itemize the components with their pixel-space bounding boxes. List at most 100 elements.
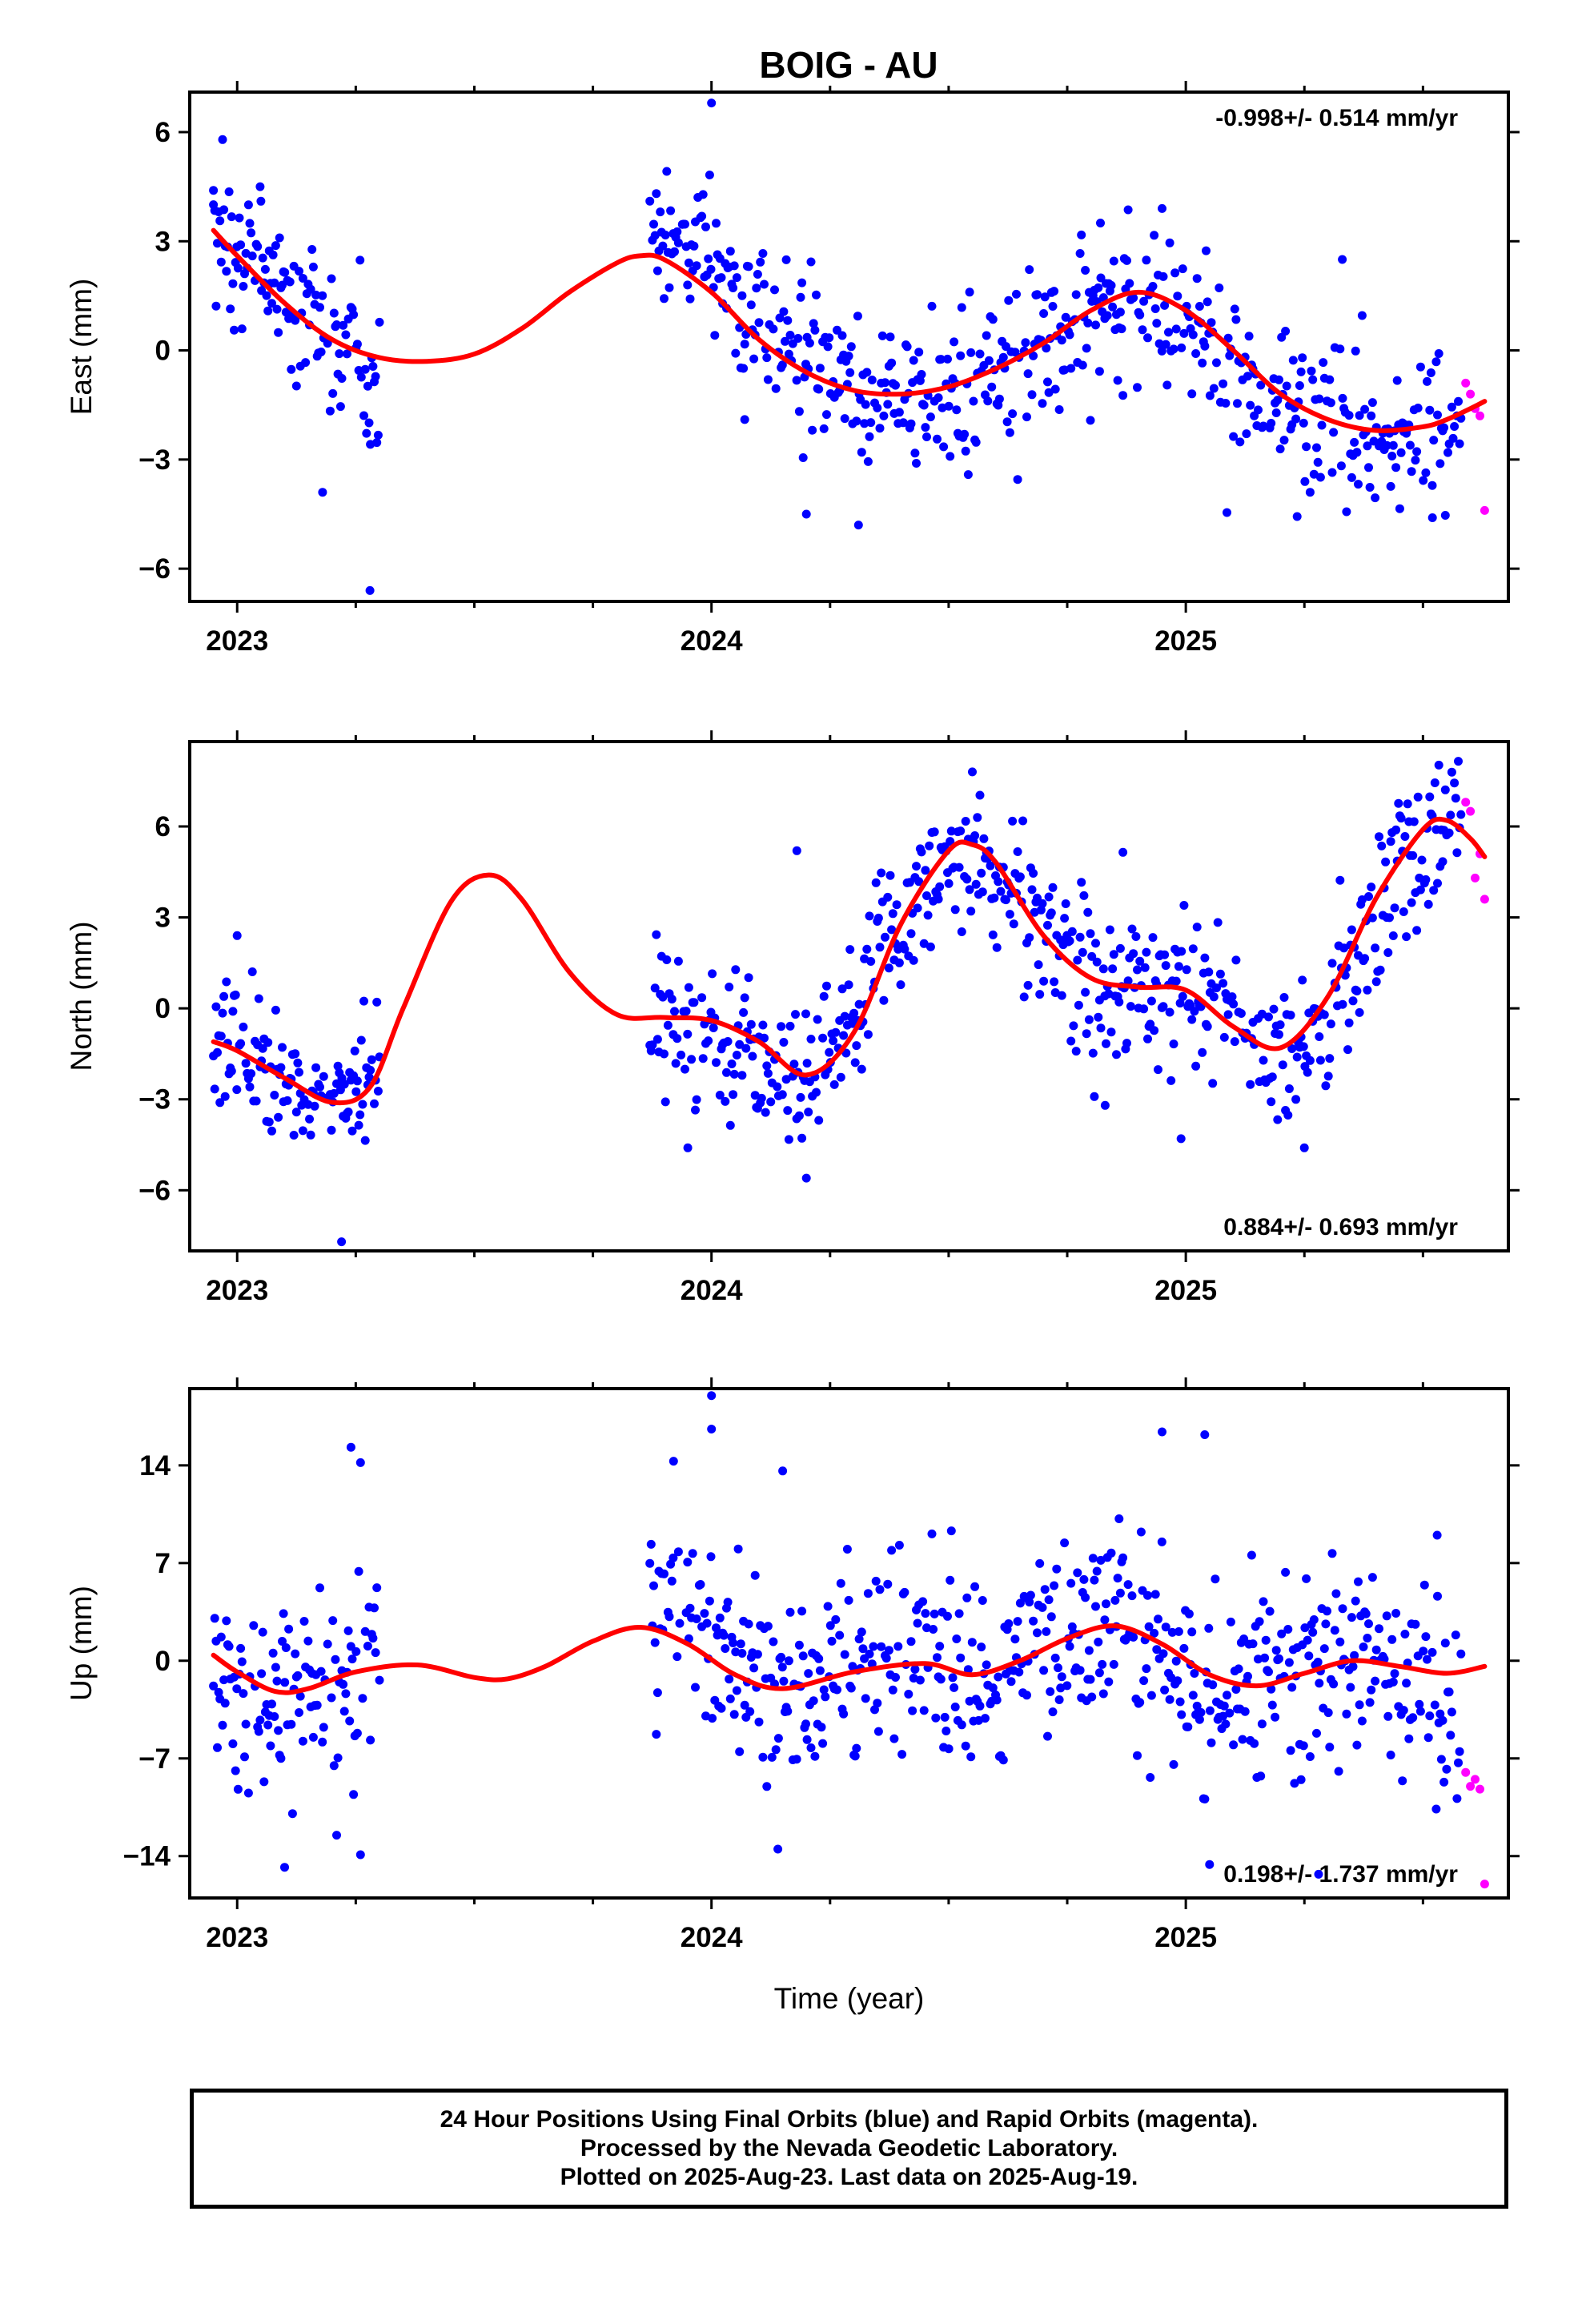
data-point <box>1039 309 1049 318</box>
data-point <box>263 1038 273 1047</box>
data-point <box>333 1061 343 1071</box>
data-point <box>700 1609 709 1618</box>
data-point <box>1352 1740 1362 1750</box>
outlier-point <box>355 1850 365 1860</box>
data-point <box>1229 999 1239 1009</box>
data-point <box>241 1059 251 1068</box>
data-point <box>363 1642 372 1651</box>
data-point <box>351 1087 361 1096</box>
data-point <box>211 301 221 311</box>
data-point <box>1238 1735 1247 1744</box>
data-point <box>1296 367 1306 376</box>
rapid-point <box>1466 1782 1476 1791</box>
data-point <box>232 1684 242 1694</box>
data-point <box>731 965 741 975</box>
data-point <box>837 984 847 994</box>
data-point <box>1286 1746 1295 1755</box>
data-point <box>975 1701 985 1711</box>
data-point <box>1187 389 1197 399</box>
data-point <box>1083 318 1093 328</box>
data-point <box>278 1043 287 1052</box>
data-point <box>1142 1664 1151 1674</box>
data-point <box>760 279 769 289</box>
data-point <box>1351 1596 1360 1606</box>
data-point <box>912 862 921 871</box>
data-point <box>823 342 833 352</box>
data-point <box>1154 1614 1162 1624</box>
data-point <box>1143 333 1152 343</box>
data-point <box>956 826 966 836</box>
data-point <box>1408 1713 1418 1723</box>
data-point <box>681 1007 691 1016</box>
data-point <box>237 324 247 334</box>
data-point <box>750 1570 760 1580</box>
data-point <box>1440 1638 1450 1648</box>
data-point <box>341 330 351 340</box>
data-point <box>339 1080 349 1089</box>
data-point <box>729 1710 739 1719</box>
data-point <box>1006 1677 1016 1687</box>
rapid-point <box>1480 895 1489 904</box>
data-point <box>1188 330 1198 340</box>
data-point <box>887 925 897 935</box>
data-point <box>717 273 726 283</box>
data-point <box>352 1728 362 1738</box>
data-point <box>1118 1553 1128 1562</box>
outlier-point <box>968 767 977 777</box>
data-point <box>1312 1728 1321 1738</box>
data-point <box>929 1625 938 1634</box>
data-point <box>245 219 255 228</box>
data-point <box>665 1612 674 1622</box>
data-point <box>243 200 253 210</box>
data-point <box>1022 412 1031 422</box>
data-point <box>1150 1026 1159 1035</box>
data-point <box>1299 418 1308 428</box>
data-point <box>952 1634 962 1643</box>
data-point <box>1254 1655 1263 1664</box>
data-point <box>1444 828 1454 838</box>
data-point <box>1211 1574 1220 1584</box>
data-point <box>723 1598 733 1607</box>
data-point <box>791 1010 800 1019</box>
data-point <box>1162 380 1172 390</box>
rapid-point <box>1466 806 1476 816</box>
data-point <box>777 1090 787 1100</box>
data-point <box>1292 1052 1302 1062</box>
data-point <box>1148 282 1158 291</box>
data-point <box>835 1630 845 1640</box>
data-point <box>210 1614 219 1623</box>
data-point <box>347 1655 357 1664</box>
data-point <box>819 1685 829 1695</box>
data-point <box>1455 439 1464 448</box>
data-point <box>372 1583 382 1593</box>
data-point <box>1043 920 1052 930</box>
outlier-point <box>707 1391 717 1401</box>
data-point <box>1208 1680 1218 1690</box>
data-point <box>739 1007 749 1017</box>
data-point <box>1029 351 1038 360</box>
data-point <box>914 877 924 887</box>
data-point <box>725 1694 735 1703</box>
data-point <box>942 1727 951 1735</box>
data-point <box>1073 1568 1082 1578</box>
data-point <box>912 459 921 468</box>
data-point <box>1282 381 1291 391</box>
data-point <box>781 336 789 346</box>
data-point <box>1363 985 1372 995</box>
data-point <box>368 1634 378 1643</box>
data-point <box>224 1642 234 1651</box>
outlier-point <box>1205 1860 1215 1869</box>
data-point <box>939 442 949 452</box>
data-point <box>892 900 901 910</box>
data-point <box>670 247 679 256</box>
data-point <box>1367 411 1376 420</box>
data-point <box>982 1660 991 1670</box>
data-point <box>827 1636 837 1646</box>
data-point <box>852 1041 861 1051</box>
plot-area <box>209 1391 1489 1889</box>
data-point <box>1010 1634 1020 1644</box>
data-point <box>1409 817 1419 826</box>
data-point <box>306 284 315 294</box>
data-point <box>1300 1623 1310 1633</box>
data-point <box>283 1096 292 1105</box>
